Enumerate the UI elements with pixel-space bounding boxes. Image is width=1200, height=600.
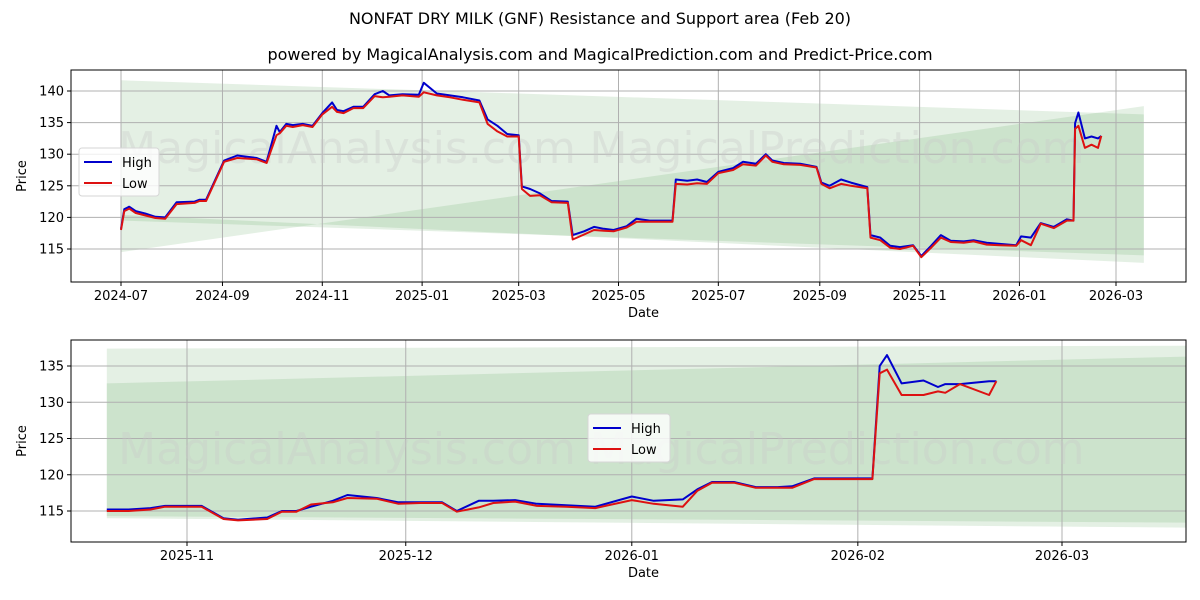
y-tick-label: 115 [39, 243, 64, 258]
x-tick-label: 2024-11 [295, 289, 349, 304]
watermark: MagicalPrediction.com [590, 424, 1085, 475]
x-tick-label: 2026-03 [1089, 289, 1143, 304]
legend-high-label: High [631, 422, 661, 437]
legend-low-label: Low [631, 443, 657, 458]
legend-high-label: High [122, 156, 152, 171]
x-tick-label: 2026-02 [831, 549, 885, 564]
y-tick-label: 120 [39, 211, 64, 226]
legend: High Low [587, 413, 671, 463]
chart-title: NONFAT DRY MILK (GNF) Resistance and Sup… [348, 9, 852, 28]
top-chart: MagicalAnalysis.com MagicalPrediction.com… [15, 69, 1187, 321]
x-tick-label: 2025-11 [160, 549, 214, 564]
x-tick-label: 2025-07 [691, 289, 745, 304]
x-tick-label: 2026-01 [992, 289, 1046, 304]
y-tick-label: 130 [39, 148, 64, 163]
low-series-line [120, 91, 1103, 259]
x-tick-label: 2026-01 [605, 549, 659, 564]
y-tick-label: 125 [39, 179, 64, 194]
y-tick-label: 115 [39, 505, 64, 520]
x-tick-label: 2025-12 [379, 549, 433, 564]
y-tick-label: 125 [39, 432, 64, 447]
y-tick-label: 120 [39, 468, 64, 483]
x-tick-label: 2024-07 [94, 289, 148, 304]
x-tick-label: 2025-11 [892, 289, 946, 304]
watermark: MagicalPrediction.com [590, 123, 1085, 174]
watermark: MagicalAnalysis.com [118, 424, 576, 475]
x-axis-label: Date [628, 306, 659, 321]
chart-subtitle: powered by MagicalAnalysis.com and Magic… [267, 45, 933, 64]
resistance-area-band [121, 80, 1144, 256]
axes-frame [70, 69, 1187, 283]
x-tick-label: 2026-03 [1035, 549, 1089, 564]
low-series-line [106, 368, 998, 522]
y-axis-label: Price [15, 425, 30, 457]
x-tick-label: 2025-09 [793, 289, 847, 304]
legend: High Low [78, 147, 160, 197]
x-tick-label: 2025-05 [591, 289, 645, 304]
y-tick-label: 135 [39, 360, 64, 375]
x-tick-label: 2024-09 [195, 289, 249, 304]
x-tick-label: 2025-03 [492, 289, 546, 304]
support-area-band [121, 106, 1144, 263]
y-tick-label: 135 [39, 116, 64, 131]
legend-low-label: Low [122, 177, 148, 192]
watermark: MagicalAnalysis.com [118, 123, 576, 174]
bottom-chart: MagicalAnalysis.com MagicalPrediction.com… [15, 339, 1187, 581]
y-tick-label: 140 [39, 85, 64, 100]
axes-frame [70, 339, 1187, 543]
y-tick-label: 130 [39, 396, 64, 411]
x-tick-label: 2025-01 [395, 289, 449, 304]
x-axis-label: Date [628, 566, 659, 581]
y-axis-label: Price [15, 160, 30, 192]
